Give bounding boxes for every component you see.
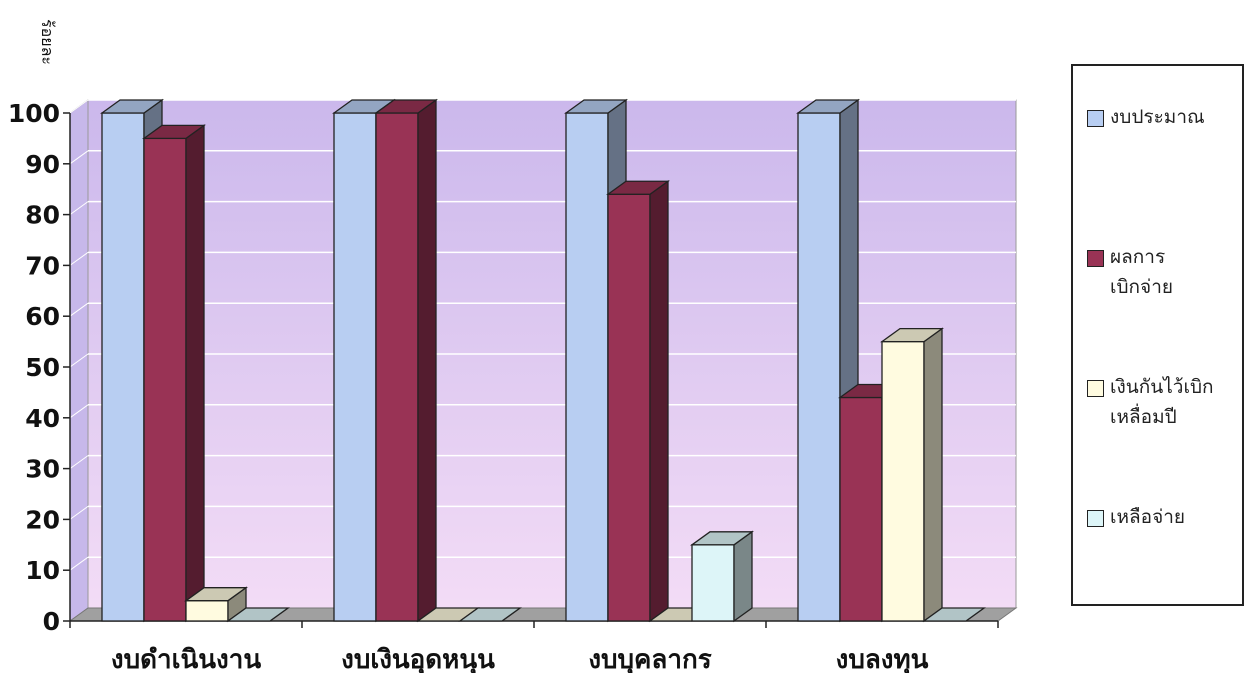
legend-item: เหลือจ่าย (1087, 506, 1240, 532)
bar (373, 98, 439, 623)
bar (689, 530, 755, 623)
bar (141, 124, 207, 623)
bar-top (795, 99, 861, 114)
legend-item: เงินกันไว้เบิก เหลื่อมปี (1087, 376, 1240, 432)
x-tick-label: งบดำเนินงาน (111, 645, 261, 673)
legend-swatch (1087, 250, 1104, 267)
bar-front (607, 193, 651, 622)
y-tick-label: 90 (25, 150, 60, 179)
gridline-side (69, 251, 89, 266)
bar (457, 607, 523, 622)
gridline-side (69, 505, 89, 520)
bar-front (839, 396, 883, 622)
bar-top (879, 327, 945, 343)
bar-side (733, 530, 753, 623)
legend-swatch (1087, 510, 1104, 527)
bar-top (921, 607, 987, 622)
x-ticks: งบดำเนินงาน งบเงินอุดหนุน งบบุคลากร งบลงทุน (69, 621, 999, 673)
y-tick-label: 80 (25, 201, 60, 230)
gridline-side (69, 150, 89, 165)
bar-front (185, 600, 229, 622)
x-tick-label: งบบุคลากร (588, 645, 711, 673)
bar-front (565, 112, 609, 622)
bar-front (375, 112, 419, 622)
bar (605, 180, 671, 623)
bar-front (101, 112, 145, 622)
bar-front (691, 544, 735, 622)
bar (225, 607, 291, 622)
gridline-side (69, 99, 89, 114)
bar-side (923, 327, 943, 623)
bar-top (183, 587, 249, 602)
legend-item: ผลการ เบิกจ่าย (1087, 246, 1240, 302)
bar-side (185, 124, 205, 623)
y-tick-label: 0 (43, 607, 60, 636)
bar-top (225, 607, 291, 622)
legend-swatch (1087, 380, 1104, 397)
legend-label: เหลือจ่าย (1110, 506, 1186, 528)
legend-swatch (1087, 110, 1104, 127)
bar (921, 607, 987, 622)
bar-side (417, 98, 437, 623)
gridline-side (69, 404, 89, 419)
legend: งบประมาณผลการ เบิกจ่ายเงินกันไว้เบิก เหล… (1071, 64, 1244, 606)
legend-label: ผลการ เบิกจ่าย (1110, 246, 1173, 298)
legend-item: งบประมาณ (1087, 106, 1240, 132)
x-tick-label: งบลงทุน (836, 645, 929, 673)
bar-top (457, 607, 523, 622)
gridline-side (69, 556, 89, 571)
bar-front (143, 137, 187, 622)
y-tick-label: 70 (25, 251, 60, 280)
y-axis-label: ร้อยละ (38, 19, 57, 65)
bar (879, 327, 945, 623)
bar-top (99, 99, 165, 114)
bar-front (333, 112, 377, 622)
y-tick-label: 100 (8, 99, 60, 128)
bar-front (881, 340, 925, 622)
legend-label: เงินกันไว้เบิก เหลื่อมปี (1110, 376, 1214, 428)
gridline-side (69, 455, 89, 470)
y-tick-label: 40 (25, 404, 60, 433)
gridline-side (69, 201, 89, 216)
y-tick-label: 30 (25, 455, 60, 484)
gridline-side (69, 302, 89, 317)
bar-top (373, 99, 439, 114)
bar-top (563, 99, 629, 114)
bar (183, 586, 249, 623)
x-tick-label: งบเงินอุดหนุน (341, 645, 495, 673)
bar-top (689, 531, 755, 546)
bar-top (141, 124, 207, 140)
bar-front (797, 112, 841, 622)
y-tick-label: 10 (25, 556, 60, 585)
y-tick-label: 50 (25, 353, 60, 382)
bar-side (649, 180, 669, 623)
y-tick-label: 60 (25, 302, 60, 331)
legend-label: งบประมาณ (1110, 106, 1205, 128)
gridline-side (69, 353, 89, 368)
bar-chart: 0 10 20 30 40 50 60 70 80 90 100 งบดำเนินงาน งบเงิน… (8, 19, 1018, 673)
bar-top (605, 180, 671, 195)
bars (99, 98, 987, 623)
y-ticks: 0 10 20 30 40 50 60 70 80 90 100 (8, 99, 70, 636)
y-tick-label: 20 (25, 505, 60, 534)
